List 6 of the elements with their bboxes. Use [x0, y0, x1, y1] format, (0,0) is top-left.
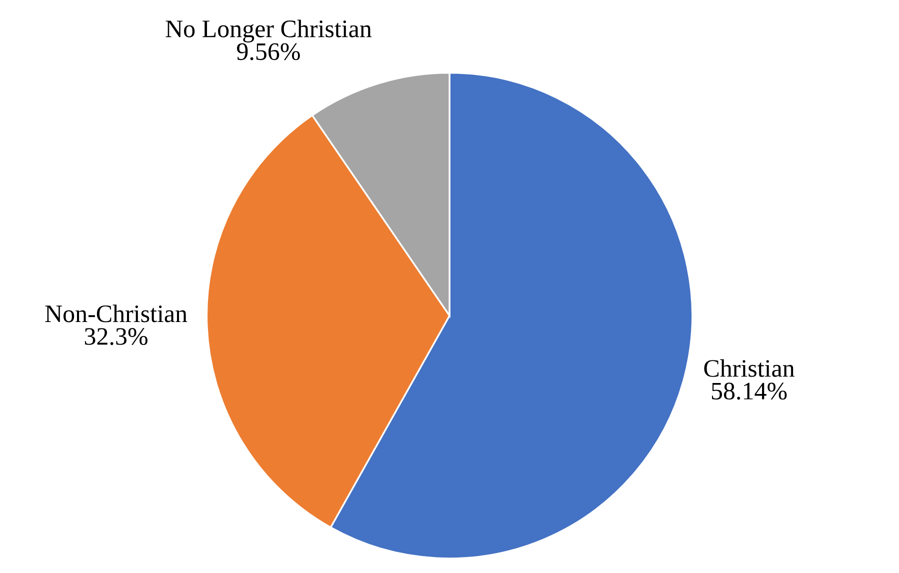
- slice-label: Christian: [704, 359, 794, 377]
- slice-label: No Longer Christian: [166, 20, 372, 42]
- slice-label: Non-Christian: [45, 304, 188, 322]
- data-label: 32.3%: [84, 328, 148, 346]
- data-label: 58.14%: [712, 382, 787, 400]
- data-label: 9.56%: [236, 43, 300, 60]
